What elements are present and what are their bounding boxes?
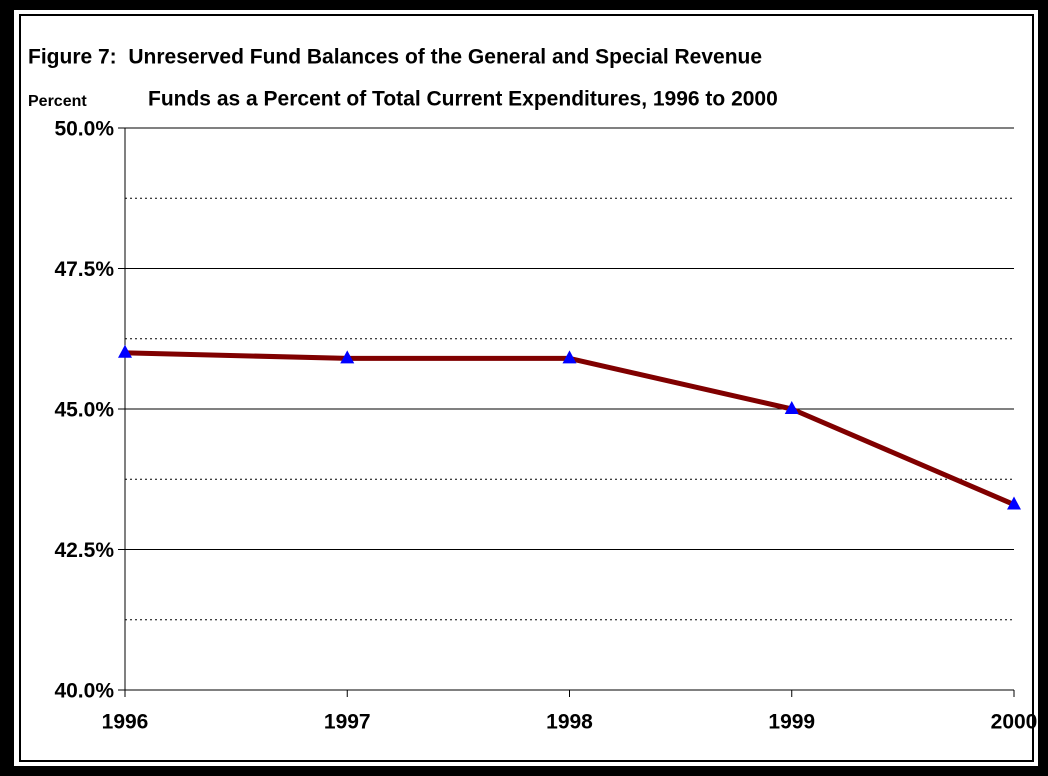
y-axis-label: Percent [28,93,87,110]
data-point [1007,496,1021,510]
data-point [562,350,577,364]
chart-title: Funds as a Percent of Total Current Expe… [148,88,778,111]
frame-inner [19,14,1034,762]
y-tick-label: 40.0% [54,680,114,703]
y-tick-label: 45.0% [54,399,114,422]
y-tick-label: 50.0% [54,118,114,141]
chart-title: Figure 7: Unreserved Fund Balances of th… [28,46,762,69]
x-tick-label: 1999 [768,711,815,734]
y-tick-label: 47.5% [54,258,114,281]
data-point [340,350,355,364]
data-point [784,401,799,414]
x-tick-label: 1998 [546,711,593,734]
x-tick-label: 1996 [102,711,149,734]
x-tick-label: 1997 [324,711,371,734]
data-point [118,344,132,358]
y-tick-label: 42.5% [54,539,114,562]
x-tick-label: 2000 [991,711,1038,734]
